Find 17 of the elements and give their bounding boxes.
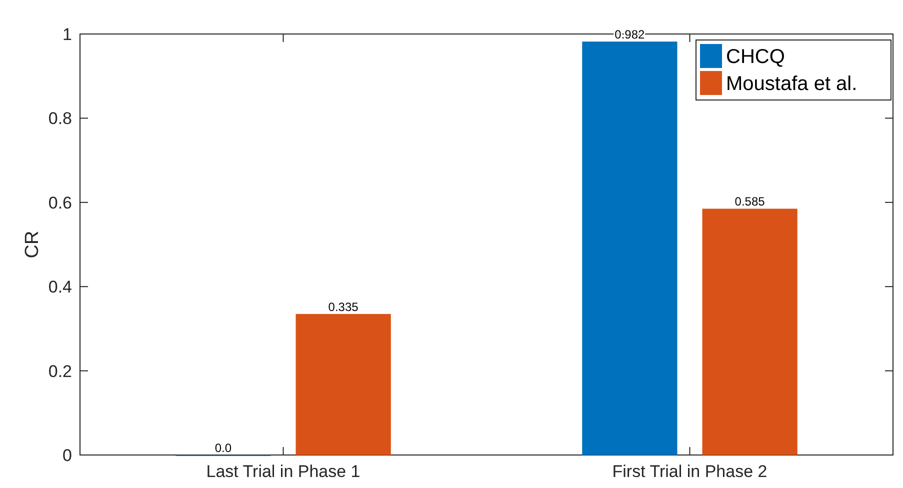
bar	[702, 208, 798, 455]
data-label: 0.335	[328, 300, 359, 314]
y-tick-label: 1	[62, 24, 72, 44]
legend-label: Moustafa et al.	[726, 73, 858, 95]
data-label: 0.585	[734, 194, 766, 209]
y-tick-label: 0.4	[48, 278, 72, 297]
bar	[296, 314, 391, 455]
y-tick-label: 0.8	[48, 109, 72, 128]
x-tick-label: Last Trial in Phase 1	[206, 462, 360, 481]
y-axis-title: CR	[22, 230, 43, 258]
data-label: 0.0	[214, 441, 232, 455]
y-tick-label: 0.2	[48, 362, 72, 381]
bar	[582, 42, 678, 455]
y-tick-label: 0	[62, 446, 72, 465]
y-tick-label: 0.6	[48, 193, 72, 212]
legend-label: CHCQ	[726, 46, 785, 68]
x-tick-label: First Trial in Phase 2	[612, 462, 768, 481]
